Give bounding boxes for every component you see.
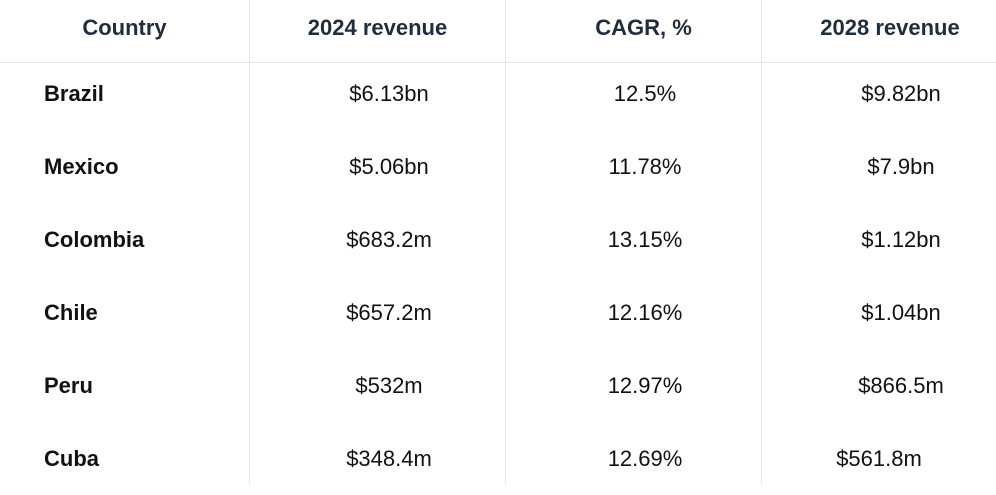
table-header: Country 2024 revenue CAGR, % 2028 revenu… — [0, 0, 996, 62]
table-row: Colombia $683.2m 13.15% $1.12bn — [0, 203, 996, 276]
cell-revenue-2024: $657.2m — [346, 299, 432, 325]
column-divider — [249, 0, 250, 484]
cell-country: Colombia — [44, 226, 145, 252]
cell-revenue-2024: $6.13bn — [349, 80, 429, 106]
cell-revenue-2028: $1.04bn — [861, 299, 941, 325]
header-revenue-2024: 2024 revenue — [307, 15, 448, 40]
table-row: Peru $532m 12.97% $866.5m — [0, 349, 996, 422]
cell-revenue-2028: $7.9bn — [867, 153, 935, 179]
cell-country: Mexico — [44, 153, 119, 179]
header-revenue-2028: 2028 revenue — [820, 15, 960, 40]
table-row: Mexico $5.06bn 11.78% $7.9bn — [0, 130, 996, 203]
cell-cagr: 13.15% — [607, 226, 683, 252]
header-country: Country — [82, 15, 167, 40]
cell-country: Chile — [44, 299, 98, 325]
cell-cagr: 11.78% — [608, 153, 682, 179]
header-divider — [0, 62, 996, 63]
column-divider — [761, 0, 762, 484]
cell-revenue-2028: $1.12bn — [861, 226, 941, 252]
revenue-table: Country 2024 revenue CAGR, % 2028 revenu… — [0, 0, 996, 484]
cell-cagr: 12.16% — [607, 299, 683, 325]
cell-revenue-2024: $348.4m — [346, 445, 432, 471]
table-row: Brazil $6.13bn 12.5% $9.82bn — [0, 57, 996, 130]
table-row: Cuba $348.4m 12.69% $561.8m — [0, 422, 996, 495]
cell-revenue-2028: $9.82bn — [861, 80, 941, 106]
cell-cagr: 12.97% — [607, 372, 683, 398]
cell-cagr: 12.5% — [613, 80, 677, 106]
cell-country: Cuba — [44, 445, 99, 471]
table-row: Chile $657.2m 12.16% $1.04bn — [0, 276, 996, 349]
cell-revenue-2024: $683.2m — [346, 226, 432, 252]
cell-revenue-2024: $5.06bn — [349, 153, 429, 179]
cell-cagr: 12.69% — [607, 445, 683, 471]
cell-revenue-2024: $532m — [355, 372, 423, 398]
cell-country: Brazil — [44, 80, 104, 106]
cell-revenue-2028: $866.5m — [858, 372, 944, 398]
cell-revenue-2028: $561.8m — [836, 445, 922, 471]
header-cagr: CAGR, % — [595, 15, 692, 40]
column-divider — [505, 0, 506, 484]
cell-country: Peru — [44, 372, 93, 398]
